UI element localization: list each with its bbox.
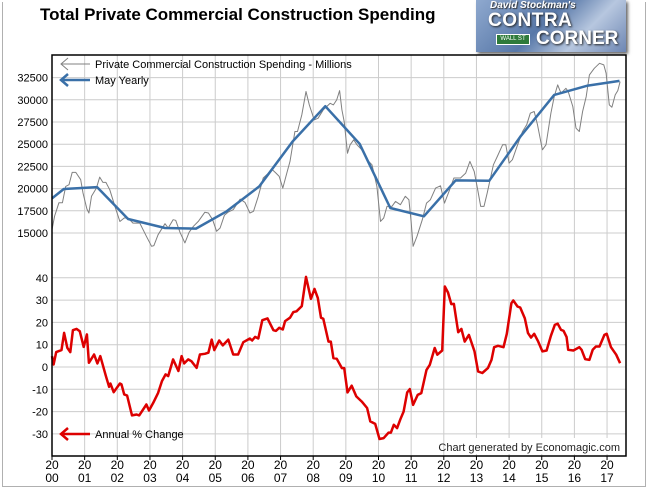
contra-corner-logo: David Stockman's CONTRA WALL ST CORNER bbox=[476, 0, 626, 52]
upper-y-tick-label: 25000 bbox=[17, 139, 48, 151]
plot-frame bbox=[51, 54, 627, 457]
x-tick-label-bottom: 05 bbox=[209, 471, 223, 485]
x-tick-label-top: 20 bbox=[600, 458, 614, 472]
x-tick-label-bottom: 09 bbox=[339, 471, 353, 485]
x-tick-label-top: 20 bbox=[568, 458, 582, 472]
x-tick-label-top: 20 bbox=[45, 458, 59, 472]
x-tick-label-top: 20 bbox=[209, 458, 223, 472]
x-tick-label-top: 20 bbox=[437, 458, 451, 472]
lower-y-tick-label: 40 bbox=[36, 273, 48, 285]
x-tick-label-bottom: 16 bbox=[568, 471, 582, 485]
lower-y-tick-label: -10 bbox=[32, 384, 48, 396]
x-tick-label-top: 20 bbox=[372, 458, 386, 472]
legend-arrowhead-icon bbox=[60, 57, 69, 71]
credit-text: Chart generated by Economagic.com bbox=[438, 442, 620, 454]
x-tick-label-top: 20 bbox=[470, 458, 484, 472]
lower-y-tick-label: 30 bbox=[36, 295, 48, 307]
legend-label: Annual % Change bbox=[95, 429, 184, 441]
x-tick-label-top: 20 bbox=[143, 458, 157, 472]
legend-annual-change: Annual % Change bbox=[59, 427, 184, 441]
x-tick-label-top: 20 bbox=[176, 458, 190, 472]
chart-title: Total Private Commercial Construction Sp… bbox=[40, 5, 436, 24]
x-tick-label-top: 20 bbox=[241, 458, 255, 472]
legend-arrowhead-icon bbox=[59, 73, 69, 87]
upper-y-tick-label: 17500 bbox=[17, 206, 48, 218]
logo-street-sign: WALL ST bbox=[496, 34, 530, 45]
series-line-annual-change bbox=[50, 275, 622, 441]
upper-y-tick-label: 22500 bbox=[17, 161, 48, 173]
credit-background bbox=[445, 438, 625, 454]
upper-y-tick-label: 20000 bbox=[17, 184, 48, 196]
x-tick-label-bottom: 12 bbox=[437, 471, 451, 485]
legend-may-yearly: May Yearly bbox=[59, 73, 149, 87]
x-tick-label-top: 20 bbox=[535, 458, 549, 472]
x-tick-label-bottom: 14 bbox=[502, 471, 516, 485]
logo-line3: CORNER bbox=[536, 28, 619, 49]
series-line-may-yearly bbox=[51, 79, 620, 230]
x-tick-label-bottom: 03 bbox=[143, 471, 157, 485]
x-tick-label-bottom: 00 bbox=[45, 471, 59, 485]
upper-y-tick-label: 32500 bbox=[17, 73, 48, 85]
x-tick-label-bottom: 13 bbox=[470, 471, 484, 485]
upper-y-tick-label: 30000 bbox=[17, 95, 48, 107]
x-tick-label-top: 20 bbox=[404, 458, 418, 472]
logo-line1: David Stockman's bbox=[490, 0, 576, 11]
lower-y-tick-label: -20 bbox=[32, 407, 48, 419]
x-tick-label-bottom: 04 bbox=[176, 471, 190, 485]
legend-label: May Yearly bbox=[95, 75, 149, 87]
x-tick-label-bottom: 01 bbox=[78, 471, 92, 485]
upper-y-tick-label: 27500 bbox=[17, 117, 48, 129]
x-tick-label-top: 20 bbox=[339, 458, 353, 472]
logo-line2: CONTRA bbox=[488, 10, 573, 31]
x-tick-label-bottom: 02 bbox=[111, 471, 125, 485]
lower-y-tick-label: 20 bbox=[36, 317, 48, 329]
legend-arrowhead-icon bbox=[59, 427, 69, 441]
x-tick-label-top: 20 bbox=[502, 458, 516, 472]
plot-area bbox=[52, 55, 626, 456]
x-tick-label-top: 20 bbox=[111, 458, 125, 472]
x-tick-label-bottom: 15 bbox=[535, 471, 549, 485]
x-tick-label-bottom: 11 bbox=[405, 471, 418, 485]
lower-y-tick-label: -30 bbox=[32, 429, 48, 441]
upper-y-tick-label: 15000 bbox=[17, 228, 48, 240]
x-tick-label-bottom: 08 bbox=[307, 471, 321, 485]
x-tick-label-bottom: 07 bbox=[274, 471, 288, 485]
x-tick-label-top: 20 bbox=[307, 458, 321, 472]
x-tick-label-bottom: 17 bbox=[600, 471, 614, 485]
lower-y-tick-label: 10 bbox=[36, 340, 48, 352]
x-tick-label-bottom: 06 bbox=[241, 471, 255, 485]
x-tick-label-top: 20 bbox=[274, 458, 288, 472]
x-tick-label-bottom: 10 bbox=[372, 471, 386, 485]
legend-commercial-spending: Private Commercial Construction Spending… bbox=[60, 57, 352, 71]
lower-y-tick-label: 0 bbox=[42, 362, 48, 374]
x-tick-label-top: 20 bbox=[78, 458, 92, 472]
legend-label: Private Commercial Construction Spending… bbox=[95, 59, 352, 71]
